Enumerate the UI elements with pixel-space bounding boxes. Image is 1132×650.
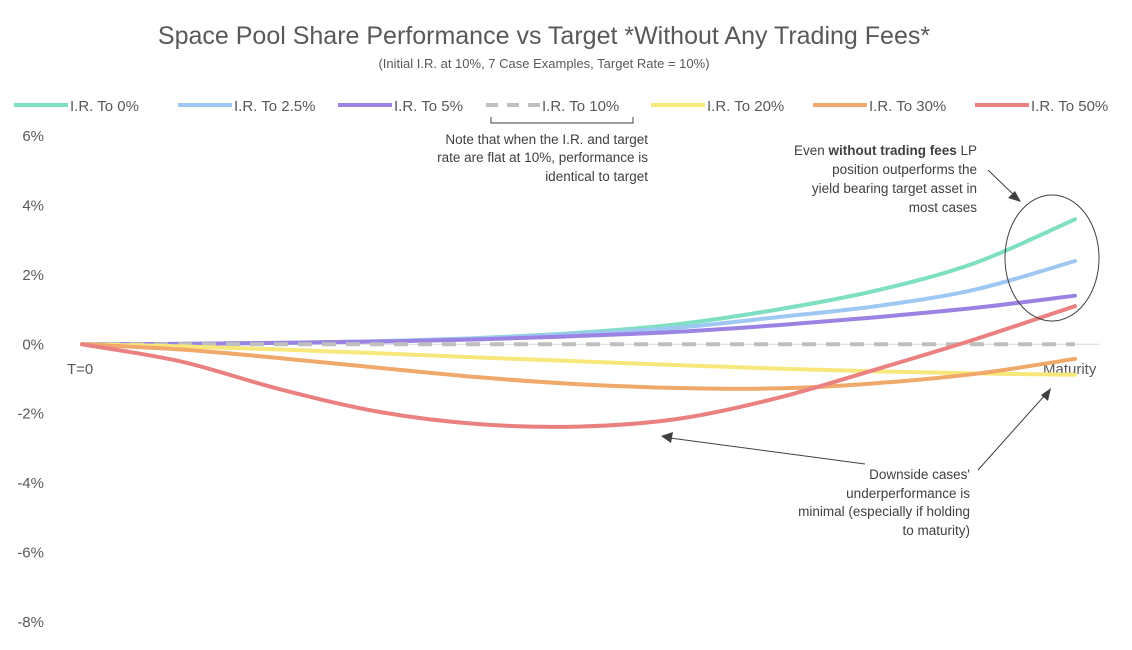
downside-arrowhead-left (661, 432, 673, 443)
downside-note-annotation: Downside cases' underperformance is mini… (661, 388, 1051, 538)
flat-note-annotation: Note that when the I.R. and target rate … (437, 117, 648, 184)
series-line-6 (80, 342, 1077, 391)
downside-note-line-2: underperformance is (846, 486, 970, 501)
downside-arrowhead-right (1041, 388, 1051, 401)
legend-label-6: I.R. To 30% (869, 98, 946, 115)
downside-arrow-left (669, 437, 866, 465)
y-tick-label: 4% (22, 197, 44, 214)
y-tick-label: -6% (17, 545, 44, 562)
series-lines (80, 217, 1077, 429)
series-line-3 (80, 293, 1077, 347)
y-tick-label: 2% (22, 267, 44, 284)
downside-note-line-4: to maturity) (902, 523, 970, 538)
chart-title: Space Pool Share Performance vs Target *… (158, 22, 930, 50)
x-start-label: T=0 (67, 361, 93, 378)
legend-label-5: I.R. To 20% (707, 98, 784, 115)
series-line-5 (80, 342, 1077, 377)
fees-note-line-2: position outperforms the (832, 162, 977, 177)
legend: I.R. To 0% I.R. To 2.5% I.R. To 5% I.R. To … (14, 98, 1108, 115)
fees-note-line-1: Even without trading fees LP (794, 143, 977, 158)
y-tick-label: 6% (22, 128, 44, 145)
fees-note-annotation: Even without trading fees LP position ou… (794, 143, 1100, 322)
y-tick-label: -8% (17, 614, 44, 631)
downside-arrow-right (977, 393, 1047, 471)
y-axis-ticks: 6% 4% 2% 0% -2% -4% -6% -8% (17, 128, 44, 631)
flat-note-line-1: Note that when the I.R. and target (445, 132, 648, 147)
flat-note-line-2: rate are flat at 10%, performance is (437, 150, 648, 165)
legend-label-3: I.R. To 5% (394, 98, 463, 115)
fees-note-line-4: most cases (909, 200, 978, 215)
downside-note-line-3: minimal (especially if holding (798, 504, 970, 519)
highlight-ellipse (1004, 194, 1100, 322)
downside-note-line-1: Downside cases' (869, 467, 970, 482)
y-tick-label: 0% (22, 336, 44, 353)
legend-label-1: I.R. To 0% (70, 98, 139, 115)
legend-label-7: I.R. To 50% (1031, 98, 1108, 115)
series-line-7 (80, 304, 1077, 429)
y-tick-label: -4% (17, 475, 44, 492)
y-tick-label: -2% (17, 406, 44, 423)
flat-note-bracket (490, 117, 634, 124)
fees-note-line-3: yield bearing target asset in (812, 181, 977, 196)
legend-label-2: I.R. To 2.5% (234, 98, 315, 115)
fees-note-arrow (987, 169, 1017, 198)
chart-subtitle: (Initial I.R. at 10%, 7 Case Examples, T… (378, 56, 709, 71)
fees-note-arrowhead (1008, 191, 1021, 202)
flat-note-line-3: identical to target (545, 169, 648, 184)
legend-label-4: I.R. To 10% (542, 98, 619, 115)
series-line-1 (80, 217, 1077, 347)
